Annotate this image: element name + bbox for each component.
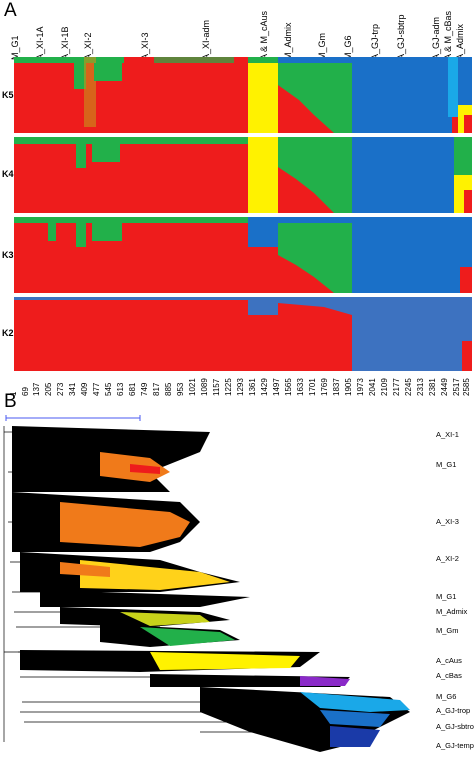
x-tick: 1225 xyxy=(224,378,233,396)
tree-label: A_XI-3 xyxy=(436,517,459,526)
clade-xi1-mg1 xyxy=(12,426,210,492)
x-tick: 2245 xyxy=(404,378,413,396)
tree-label: M_Admix xyxy=(436,607,468,616)
x-tick: 1565 xyxy=(284,378,293,396)
x-tick: 1021 xyxy=(188,378,197,396)
x-tick: 2109 xyxy=(380,378,389,396)
k-row-label-k3: K3 xyxy=(2,250,14,260)
x-tick: 2381 xyxy=(428,378,437,396)
x-tick: 341 xyxy=(68,382,77,396)
x-tick: 885 xyxy=(164,382,173,396)
x-tick: 953 xyxy=(176,382,185,396)
x-tick: 1973 xyxy=(356,378,365,396)
k-row-label-k5: K5 xyxy=(2,90,14,100)
panel-a-letter: A xyxy=(4,0,17,21)
k2-bar xyxy=(14,297,472,371)
x-tick: 681 xyxy=(128,382,137,396)
x-tick: 69 xyxy=(21,387,30,396)
x-tick: 137 xyxy=(32,382,41,396)
x-tick: 2041 xyxy=(368,378,377,396)
panel-b-letter: B xyxy=(4,391,17,412)
tree-label: A_GJ-sbtrop xyxy=(436,722,474,731)
k4-bar xyxy=(14,137,472,213)
tree-label: A_cAus xyxy=(436,656,462,665)
clade-xi3 xyxy=(12,492,200,552)
tree-label: A_XI-1 xyxy=(436,430,459,439)
group-label: A_XI-adm xyxy=(201,19,211,60)
x-tick: 409 xyxy=(80,382,89,396)
x-tick: 1157 xyxy=(212,378,221,396)
x-tick: 613 xyxy=(116,382,125,396)
tree-label: M_Gm xyxy=(436,626,459,635)
k-row-label-k4: K4 xyxy=(2,169,14,179)
clade-g6-gj xyxy=(200,687,410,752)
x-tick: 1429 xyxy=(260,378,269,396)
tree-label: A_XI-2 xyxy=(436,554,459,563)
x-tick: 205 xyxy=(44,382,53,396)
k-row-label-k2: K2 xyxy=(2,328,14,338)
structure-plot xyxy=(14,57,472,371)
phylogenetic-tree xyxy=(3,415,410,752)
clade-caus xyxy=(20,650,320,672)
x-tick: 2517 xyxy=(452,378,461,396)
x-tick: 1837 xyxy=(332,378,341,396)
x-tick: 1 xyxy=(9,391,18,396)
clade-admix xyxy=(60,607,230,627)
x-tick: 2449 xyxy=(440,378,449,396)
x-tick: 2177 xyxy=(392,378,401,396)
x-tick: 817 xyxy=(152,382,161,396)
x-tick: 1089 xyxy=(200,378,209,396)
x-tick: 1497 xyxy=(272,378,281,396)
x-tick: 1633 xyxy=(296,378,305,396)
clade-gm xyxy=(100,624,240,647)
x-tick: 2585 xyxy=(462,378,471,396)
tree-label: M_G1 xyxy=(436,460,457,469)
group-label: A & M_cBas xyxy=(443,10,453,60)
x-tick: 1701 xyxy=(308,378,317,396)
tree-label: M_G6 xyxy=(436,692,457,701)
k3-bar xyxy=(14,217,472,293)
tree-label: M_G1 xyxy=(436,592,457,601)
group-label: A & M_cAus xyxy=(259,10,269,60)
x-tick: 1769 xyxy=(320,378,329,396)
clade-cbas xyxy=(150,674,350,687)
x-tick: 749 xyxy=(140,382,149,396)
clade-mg1 xyxy=(40,590,250,607)
x-tick: 545 xyxy=(104,382,113,396)
x-tick: 477 xyxy=(92,382,101,396)
x-tick: 1361 xyxy=(248,378,257,396)
x-tick: 1905 xyxy=(344,378,353,396)
clade-xi2 xyxy=(20,552,240,592)
tree-label: A_cBas xyxy=(436,671,462,680)
group-label: A_GJ-adm xyxy=(431,16,441,60)
x-tick: 273 xyxy=(56,382,65,396)
tree-label: A_GJ-temp xyxy=(436,741,474,750)
group-label: A_GJ-sbtrp xyxy=(396,14,406,60)
x-tick: 1293 xyxy=(236,378,245,396)
x-tick: 2313 xyxy=(416,378,425,396)
tree-label: A_GJ-trop xyxy=(436,706,471,715)
k5-bar xyxy=(14,57,472,133)
